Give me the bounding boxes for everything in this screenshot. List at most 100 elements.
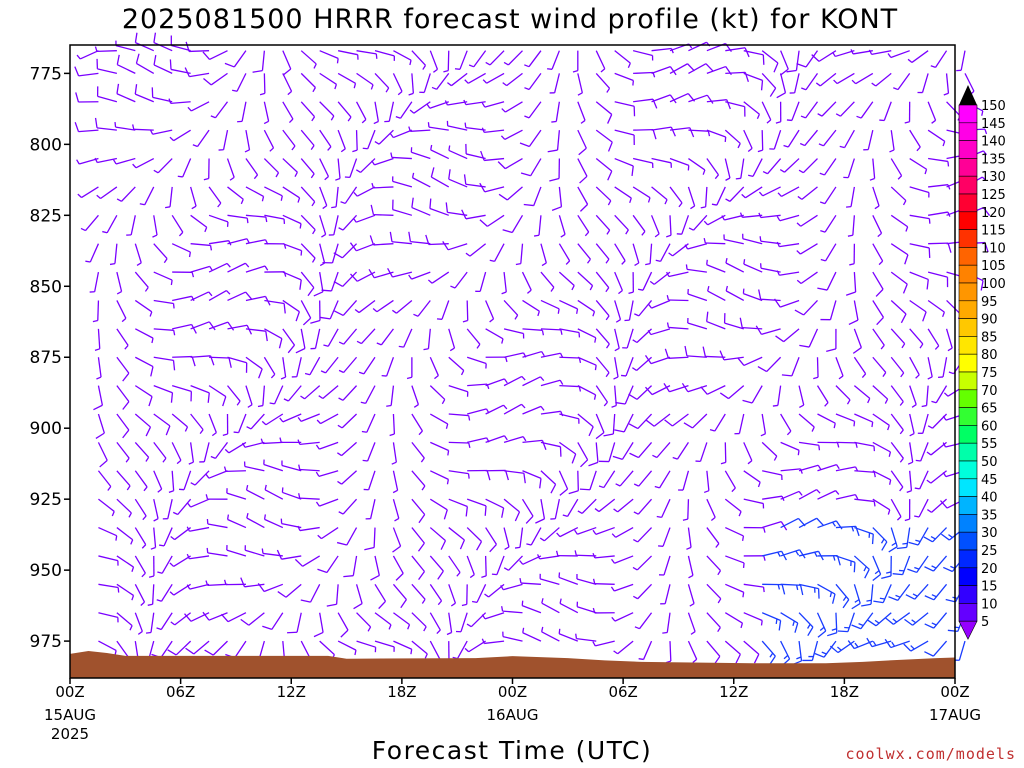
wind-barb-staff: [890, 470, 904, 488]
wind-barb-half-flag: [649, 280, 655, 285]
wind-barb-staff: [97, 442, 108, 461]
colorbar-swatch: [958, 585, 978, 604]
wind-barb-staff: [411, 151, 431, 160]
wind-barb-half-flag: [706, 259, 708, 265]
wind-barb-staff: [669, 186, 683, 204]
wind-barb-staff: [226, 158, 235, 178]
wind-barb-half-flag: [707, 285, 710, 292]
wind-barb-half-flag: [143, 486, 148, 492]
wind-barb-half-flag: [324, 176, 329, 181]
wind-barb-staff: [779, 243, 800, 248]
wind-barb-staff: [860, 101, 874, 119]
wind-barb-staff: [78, 129, 99, 133]
wind-barb-staff: [299, 526, 320, 532]
wind-barb-staff: [522, 376, 541, 387]
colorbar-label: 85: [981, 330, 998, 345]
wind-barb-half-flag: [837, 646, 842, 651]
wind-barb-staff: [867, 130, 874, 150]
wind-barb-half-flag: [476, 343, 481, 349]
wind-barb-staff: [466, 300, 469, 321]
wind-barb-staff: [116, 93, 136, 103]
wind-barb-half-flag: [873, 472, 876, 478]
wind-barb-staff: [153, 413, 171, 427]
wind-barb-staff: [577, 214, 590, 233]
wind-barb-half-flag: [178, 231, 184, 237]
wind-barb-staff: [282, 214, 302, 225]
wind-barb-flag: [644, 386, 653, 396]
wind-barb-half-flag: [94, 157, 98, 163]
wind-barb-staff: [945, 73, 950, 94]
wind-barb-half-flag: [481, 127, 485, 133]
wind-barb-half-flag: [725, 285, 729, 292]
wind-barb-staff: [363, 356, 376, 375]
wind-barb-staff: [208, 262, 228, 273]
wind-barb-half-flag: [717, 598, 722, 604]
wind-barb-half-flag: [829, 591, 833, 598]
wind-barb-staff: [356, 72, 374, 86]
wind-barb-half-flag: [666, 234, 672, 238]
wind-barb-half-flag: [817, 464, 822, 470]
wind-barb-half-flag: [891, 641, 896, 647]
wind-barb-staff: [214, 442, 229, 459]
wind-barb-half-flag: [592, 311, 596, 317]
wind-barb-flag: [947, 629, 958, 633]
wind-barb-staff: [134, 441, 150, 458]
wind-barb-staff: [932, 640, 948, 657]
wind-barb-staff: [225, 470, 246, 472]
wind-barb-flag: [578, 147, 587, 156]
wind-barb-half-flag: [537, 311, 540, 317]
wind-barb-staff: [650, 215, 660, 235]
wind-barb-staff: [134, 299, 153, 313]
wind-barb-staff: [706, 264, 726, 273]
wind-barb-half-flag: [574, 550, 577, 556]
wind-barb-flag: [837, 630, 848, 633]
wind-barb-half-flag: [888, 451, 892, 457]
wind-barb-half-flag: [347, 116, 352, 122]
wind-barb-staff: [767, 158, 782, 175]
wind-barb-half-flag: [288, 118, 294, 124]
wind-barb-half-flag: [907, 58, 913, 63]
wind-barb-half-flag: [571, 285, 575, 291]
wind-barb-flag: [172, 360, 176, 371]
wind-barb-flag: [872, 573, 882, 582]
wind-barb-staff: [78, 72, 99, 77]
wind-barb-half-flag: [931, 565, 937, 569]
wind-barb-staff: [167, 499, 173, 519]
wind-barb-flag: [307, 287, 315, 297]
wind-barb-half-flag: [904, 518, 910, 522]
wind-barb-flag: [607, 141, 613, 152]
wind-barb-staff: [341, 441, 357, 457]
wind-barb-staff: [282, 491, 302, 500]
wind-barb-staff: [760, 298, 781, 302]
wind-barb-staff: [374, 101, 379, 122]
wind-barb-staff: [299, 441, 320, 445]
wind-barb-half-flag: [824, 402, 829, 407]
wind-barb-staff: [282, 271, 302, 281]
wind-barb-staff: [349, 158, 358, 178]
wind-barb-flag: [224, 62, 235, 68]
wind-barb-flag: [370, 204, 375, 215]
wind-barb-staff: [335, 584, 339, 605]
wind-barb-staff: [725, 47, 746, 52]
colorbar-swatch: [958, 353, 978, 373]
wind-barb-flag: [719, 350, 725, 361]
wind-barb-flag: [302, 317, 312, 326]
wind-barb-staff: [81, 186, 99, 199]
wind-barb-flag: [827, 632, 837, 637]
wind-barb-staff: [503, 328, 524, 335]
wind-barb-half-flag: [796, 222, 802, 227]
wind-barb-flag: [208, 321, 216, 331]
wind-barb-half-flag: [464, 79, 469, 84]
wind-barb-half-flag: [926, 479, 932, 484]
wind-barb-staff: [341, 243, 358, 259]
wind-barb-staff: [521, 271, 532, 291]
wind-barb-staff: [651, 299, 671, 309]
wind-barb-half-flag: [757, 149, 763, 153]
wind-barb-half-flag: [279, 417, 284, 423]
wind-barb-half-flag: [170, 621, 176, 626]
wind-barb-half-flag: [241, 442, 246, 448]
wind-barb-staff: [706, 129, 726, 138]
wind-barb-flag: [278, 338, 283, 349]
wind-barb-flag: [807, 626, 814, 637]
wind-barb-flag: [228, 357, 232, 368]
